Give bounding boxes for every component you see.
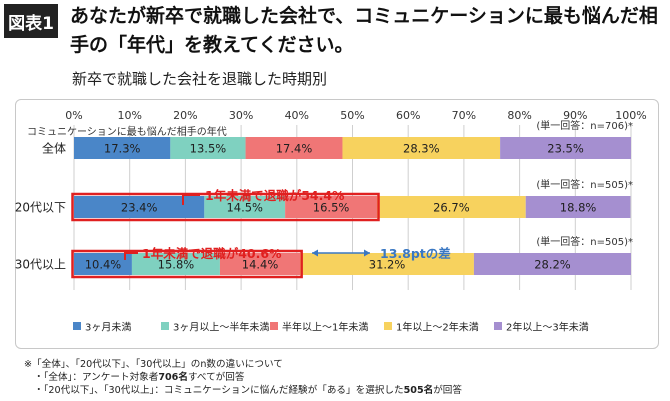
category-label: 全体 [42,141,66,156]
bar-value-label: 28.2% [534,258,571,272]
bar-segment [74,253,132,275]
x-tick-label: 40% [285,109,309,122]
legend-label: 1年以上～2年未満 [396,321,479,334]
highlight-box-20s [71,192,380,222]
bar-segment [377,196,526,218]
legend-label: 2年以上～3年未満 [506,321,589,334]
footnote-line1: ※「全体」、「20代以下」、「30代以上」のn数の違いについて [24,359,283,370]
bar-segment [219,253,301,275]
bar-value-label: 23.5% [547,142,584,156]
bar-segment [170,137,246,159]
legend-swatch [73,322,81,330]
bar-value-label: 16.5% [313,201,350,215]
x-tick-label: 90% [563,109,587,122]
bar-segment [500,137,631,159]
legend-label: 3ヶ月未満 [85,322,131,334]
bar-segment [525,196,631,218]
legend-label: 3ヶ月以上～半年未満 [173,321,269,334]
category-label: 20代以下 [15,201,66,215]
bar-segment [245,137,343,159]
bar-segment [300,253,474,275]
bar-segment [473,253,631,275]
x-tick-label: 50% [340,109,364,122]
legend-swatch [494,322,502,330]
bar-value-label: 23.4% [121,201,158,215]
legend-swatch [161,322,169,330]
figure-label: 図表1 [4,4,58,38]
callout-bracket-30s [124,252,138,260]
bar-value-label: 17.4% [276,142,313,156]
x-tick-label: 100% [615,109,646,122]
legend-swatch [384,322,392,330]
footnote-line2: ・「全体」：アンケート対象者706名すべてが回答 [34,372,245,383]
x-tick-label: 0% [65,109,82,122]
bar-value-label: 10.4% [85,258,122,272]
axis-title: コミュニケーションに最も悩んだ相手の年代 [27,125,227,138]
x-tick-label: 10% [117,109,141,122]
sample-size-note: (単一回答：n=706)* [536,119,633,132]
sample-size-note: (単一回答：n=505)* [536,178,633,191]
x-tick-label: 60% [396,109,420,122]
legend-label: 半年以上～1年未満 [282,321,368,334]
x-tick-label: 20% [173,109,197,122]
bar-value-label: 31.2% [369,258,406,272]
question-title: あなたが新卒で就職した会社で、コミュニケーションに最も悩んだ相手の「年代」を教え… [70,5,658,56]
bar-segment [74,196,205,218]
legend-swatch [270,322,278,330]
bar-value-label: 17.3% [104,142,141,156]
difference-arrow-head-right [364,249,370,257]
difference-label: 13.8ptの差 [380,246,451,261]
callout-bracket-20s [182,194,200,205]
bar-value-label: 28.3% [403,142,440,156]
bar-value-label: 14.4% [242,258,279,272]
x-tick-label: 30% [229,109,253,122]
bar-segment [204,196,286,218]
bar-value-label: 15.8% [158,258,195,272]
bar-segment [131,253,220,275]
bar-value-label: 13.5% [190,142,227,156]
x-tick-label: 80% [507,109,531,122]
bar-value-label: 14.5% [226,201,263,215]
bar-value-label: 26.7% [433,201,470,215]
bar-segment [342,137,501,159]
difference-arrow-head-left [312,249,318,257]
highlight-label-30s: 1年未満で退職が40.6% [142,246,282,261]
bar-segment [74,137,171,159]
highlight-box-30s [71,249,303,279]
x-tick-label: 70% [452,109,476,122]
category-label: 30代以上 [15,258,66,272]
bar-segment [285,196,378,218]
chart-subtitle: 新卒で就職した会社を退職した時期別 [72,70,328,88]
bar-value-label: 18.8% [560,201,597,215]
footnote-line3: ・「20代以下」、「30代以上」：コミュニケーションに悩んだ経験が「ある」を選択… [34,385,462,396]
highlight-label-20s: 1年未満で退職が54.4% [205,188,345,203]
sample-size-note: (単一回答：n=505)* [536,235,633,248]
